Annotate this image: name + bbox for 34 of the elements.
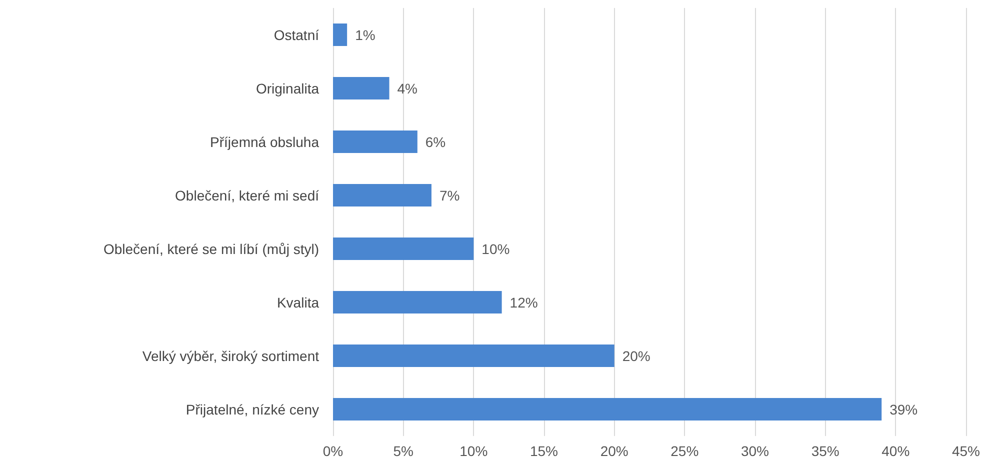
bar: [333, 344, 614, 367]
x-tick-label: 45%: [952, 443, 980, 459]
y-tick-label: Oblečení, které se mi líbí (můj styl): [103, 240, 319, 257]
x-tick-label: 10%: [460, 443, 488, 459]
data-label: 39%: [890, 401, 918, 418]
x-tick-label: 15%: [530, 443, 558, 459]
y-tick-label: Originalita: [256, 80, 320, 96]
data-label: 6%: [425, 134, 446, 150]
x-tick-label: 25%: [670, 443, 699, 459]
bar: [333, 291, 502, 314]
y-tick-label: Přijatelné, nízké ceny: [186, 401, 319, 418]
bar: [333, 398, 882, 420]
bar: [333, 238, 474, 260]
data-label: 4%: [397, 80, 418, 96]
data-label: 10%: [482, 240, 510, 257]
y-tick-label: Velký výběr, široký sortiment: [142, 348, 320, 364]
y-tick-label: Oblečení, které mi sedí: [175, 187, 320, 204]
x-tick-label: 0%: [322, 443, 344, 459]
x-tick-label: 5%: [393, 443, 414, 459]
x-tick-label: 40%: [882, 443, 910, 459]
data-label: 7%: [439, 187, 460, 204]
bar: [333, 130, 418, 153]
bar: [333, 184, 432, 206]
bar: [333, 77, 390, 100]
data-label: 12%: [510, 294, 538, 310]
x-tick-label: 20%: [600, 443, 628, 459]
data-label: 20%: [622, 348, 650, 364]
bar: [333, 24, 348, 46]
y-tick-label: Ostatní: [274, 26, 320, 43]
x-tick-label: 35%: [811, 443, 840, 459]
data-label: 1%: [355, 26, 376, 43]
y-tick-label: Příjemná obsluha: [210, 134, 320, 150]
x-tick-label: 30%: [740, 443, 770, 459]
y-tick-label: Kvalita: [276, 294, 320, 310]
